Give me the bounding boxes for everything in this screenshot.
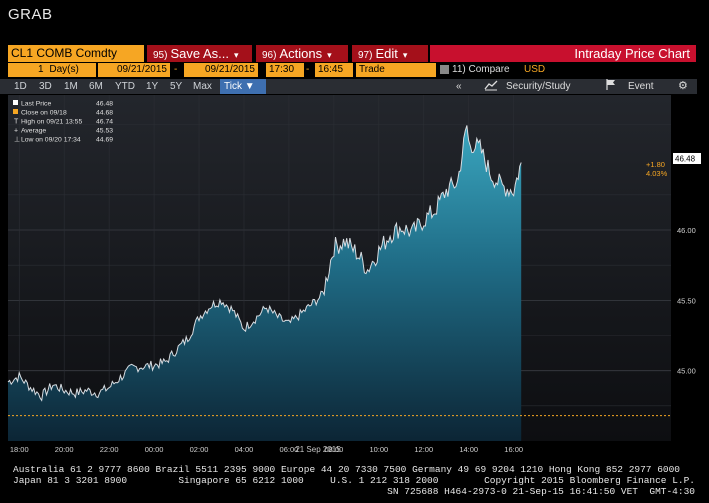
gear-icon[interactable]: ⚙ [678, 80, 688, 92]
legend-label-last: Last Price [21, 101, 51, 108]
legend-value-high: 46.74 [96, 119, 113, 126]
field-select[interactable]: Trade [356, 63, 436, 77]
x-tick-label: 10:00 [369, 445, 388, 454]
period-5y[interactable]: 5Y [170, 81, 183, 92]
period-toolbar [0, 79, 697, 94]
period-1d[interactable]: 1D [14, 81, 27, 92]
collapse-chevron-icon[interactable]: « [456, 81, 462, 92]
y-tick-label: 45.00 [677, 367, 696, 376]
footer-line-3: SN 725688 H464-2973-0 21-Sep-15 16:41:50… [387, 486, 695, 497]
save-as-label: Save As... [170, 46, 229, 61]
end-date-field[interactable]: 09/21/2015 [184, 63, 258, 77]
date-separator: - [174, 64, 178, 75]
window-title: GRAB [8, 6, 53, 23]
legend-swatch-close [13, 109, 18, 114]
event-button[interactable]: Event [628, 81, 654, 92]
period-3d[interactable]: 3D [39, 81, 52, 92]
x-tick-label: 02:00 [190, 445, 209, 454]
legend-value-low: 44.69 [96, 137, 113, 144]
chevron-down-icon: ▾ [234, 50, 239, 60]
period-max[interactable]: Max [193, 81, 212, 92]
end-time-field[interactable]: 16:45 [315, 63, 353, 77]
period-unit: Day(s) [49, 64, 79, 75]
compare-label[interactable]: 11) Compare [452, 64, 510, 75]
period-ytd[interactable]: YTD [115, 81, 135, 92]
save-as-number: 95) [153, 50, 168, 61]
x-axis: 18:00 20:00 22:00 00:00 02:00 04:00 06:00 08:00… [10, 445, 523, 454]
y-tick-label: 45.50 [677, 296, 696, 305]
edit-button[interactable]: 97) Edit ▾ [352, 45, 428, 62]
x-tick-label: 12:00 [414, 445, 433, 454]
x-axis-label: 21 Sep 2015 [295, 445, 341, 454]
x-tick-label: 16:00 [504, 445, 523, 454]
compare-checkbox[interactable] [440, 65, 449, 74]
legend-value-close: 44.68 [96, 110, 113, 117]
legend-value-average: 45.53 [96, 128, 113, 135]
chart-title-banner: Intraday Price Chart [430, 45, 696, 62]
x-tick-label: 18:00 [10, 445, 29, 454]
line-chart-icon[interactable] [484, 79, 498, 96]
edit-label: Edit [375, 46, 398, 61]
x-tick-label: 08:00 [324, 445, 343, 454]
last-price-value: 46.48 [675, 155, 696, 164]
x-tick-label: 14:00 [459, 445, 478, 454]
start-time-field[interactable]: 17:30 [266, 63, 304, 77]
legend-label-low: Low on 09/20 17:34 [21, 137, 81, 144]
period-1y[interactable]: 1Y [146, 81, 159, 92]
legend-value-last: 46.48 [96, 101, 113, 108]
flag-icon[interactable] [606, 79, 616, 95]
tick-dropdown[interactable]: Tick ▼ [220, 79, 266, 94]
price-chart[interactable]: 45.00 45.50 46.00 18:00 20:00 22:00 00:00 02:0… [0, 95, 709, 457]
footer-line-1: Australia 61 2 9777 8600 Brazil 5511 239… [13, 464, 681, 475]
average-marker-icon: + [14, 128, 18, 135]
change-value: +1.80 [646, 160, 665, 169]
x-tick-label: 00:00 [145, 445, 164, 454]
chevron-down-icon: ▾ [402, 50, 408, 60]
period-count-field[interactable]: 1 Day(s) [8, 63, 96, 77]
y-tick-label: 46.00 [677, 226, 696, 235]
x-tick-label: 04:00 [235, 445, 254, 454]
price-area [8, 125, 522, 442]
save-as-button[interactable]: 95) Save As... ▾ [147, 45, 252, 62]
legend-label-close: Close on 09/18 [21, 110, 67, 117]
low-marker-icon: ⊥ [14, 137, 20, 144]
price-line [7, 125, 522, 402]
chevron-down-icon: ▾ [327, 50, 332, 60]
security-ticker-field[interactable]: CL1 COMB Comdty [8, 45, 144, 62]
actions-button[interactable]: 96) Actions ▾ [256, 45, 348, 62]
footer-line-2-left: Japan 81 3 3201 8900 Singapore 65 6212 1… [13, 475, 304, 486]
start-date-field[interactable]: 09/21/2015 [98, 63, 170, 77]
x-tick-label: 20:00 [55, 445, 74, 454]
high-marker-icon: T [14, 119, 19, 126]
legend-label-high: High on 09/21 13:55 [21, 119, 82, 126]
period-1m[interactable]: 1M [64, 81, 78, 92]
y-axis: 45.00 45.50 46.00 [677, 226, 696, 376]
last-price-tag [673, 153, 701, 164]
legend: Last Price 46.48 Close on 09/18 44.68 T … [13, 100, 113, 144]
x-tick-label: 22:00 [100, 445, 119, 454]
period-6m[interactable]: 6M [89, 81, 103, 92]
time-separator: - [306, 64, 310, 75]
actions-label: Actions [279, 46, 323, 61]
edit-number: 97) [358, 50, 373, 61]
footer-line-2-right: U.S. 1 212 318 2000 Copyright 2015 Bloom… [330, 475, 695, 486]
legend-swatch-last [13, 100, 18, 105]
currency-label[interactable]: USD [524, 64, 546, 75]
x-tick-label: 06:00 [280, 445, 299, 454]
actions-number: 96) [262, 50, 277, 61]
period-count: 1 [38, 64, 44, 75]
security-study-button[interactable]: Security/Study [506, 81, 571, 92]
legend-label-average: Average [21, 128, 46, 135]
change-percent: 4.03% [646, 169, 668, 178]
